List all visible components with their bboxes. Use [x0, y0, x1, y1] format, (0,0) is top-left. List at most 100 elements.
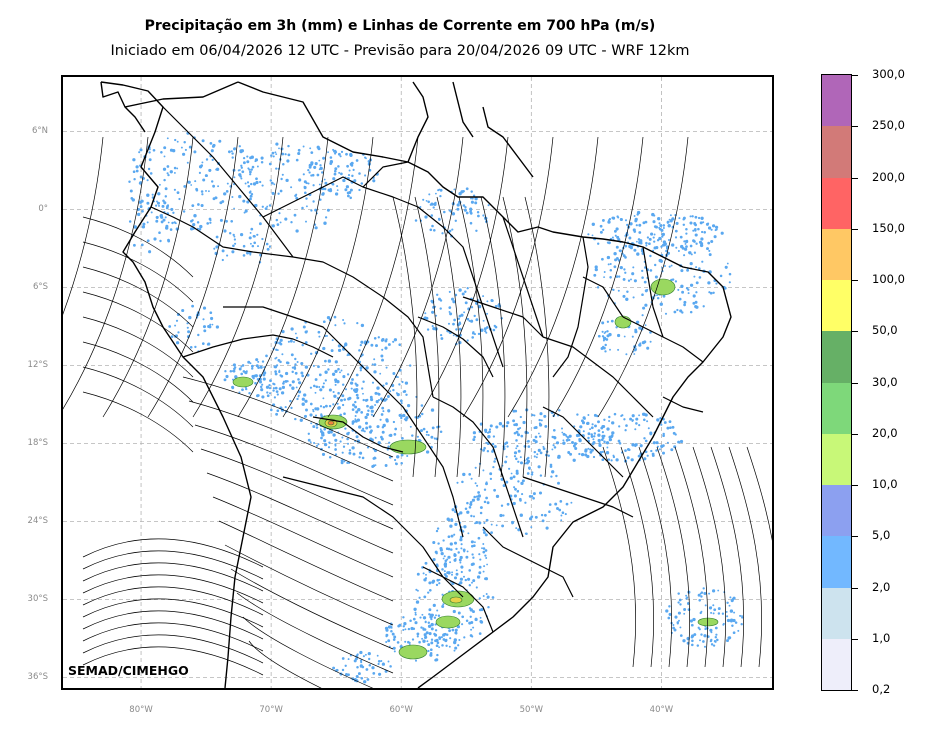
rain-dot	[675, 221, 679, 225]
rain-dot	[146, 239, 150, 243]
rain-dot	[245, 387, 248, 391]
rain-dot	[445, 644, 448, 647]
rain-dot	[452, 322, 455, 326]
rain-dot	[328, 188, 333, 193]
rain-dot	[133, 177, 136, 181]
rain-dot	[261, 237, 264, 241]
rain-dot	[279, 189, 283, 193]
rain-maximum	[327, 420, 335, 426]
rain-dot	[319, 198, 322, 201]
rain-dot	[334, 360, 338, 364]
rain-dot	[298, 178, 302, 182]
rain-dot	[326, 315, 331, 320]
rain-dot	[348, 449, 352, 452]
rain-dot	[360, 676, 364, 680]
rain-dot	[419, 206, 422, 208]
rain-dot	[198, 171, 201, 174]
rain-dot	[594, 424, 597, 428]
rain-dot	[569, 452, 573, 456]
rain-dot	[279, 221, 282, 224]
rain-dot	[649, 254, 652, 258]
rain-dot	[477, 332, 481, 336]
rain-dot	[453, 638, 457, 642]
rain-dot	[160, 220, 164, 224]
rain-dot	[470, 514, 473, 518]
rain-dot	[337, 406, 341, 410]
rain-dot	[322, 346, 326, 351]
rain-dot	[228, 231, 232, 235]
rain-dot	[318, 386, 321, 388]
rain-dot	[636, 240, 638, 243]
rain-dot	[266, 247, 270, 251]
rain-dot	[459, 538, 463, 542]
rain-dot	[614, 258, 618, 262]
rain-dot	[655, 225, 658, 229]
rain-dot	[578, 452, 581, 456]
rain-dot	[241, 170, 245, 174]
rain-dot	[555, 474, 558, 478]
streamline	[392, 196, 418, 478]
rain-dot	[449, 561, 452, 564]
rain-dot	[631, 272, 635, 276]
rain-dot	[620, 415, 623, 417]
rain-dot	[363, 680, 367, 684]
rain-dot	[548, 503, 552, 506]
rain-dot	[153, 237, 157, 241]
rain-dot	[490, 531, 493, 534]
rain-dot	[171, 221, 174, 225]
rain-dot	[464, 507, 468, 511]
rain-dot	[469, 207, 473, 211]
rain-dot	[451, 228, 454, 231]
rain-dot	[314, 414, 318, 417]
rain-dot	[354, 405, 358, 409]
rain-dot	[442, 557, 445, 560]
rain-dot	[593, 432, 597, 435]
rain-dot	[167, 173, 170, 177]
rain-dot	[606, 330, 609, 333]
rain-dot	[478, 608, 482, 612]
lat-label: 0°	[38, 203, 48, 214]
rain-dot	[556, 507, 559, 510]
rain-dot	[261, 395, 265, 399]
rain-dot	[320, 436, 323, 440]
rain-dot	[443, 633, 446, 636]
rain-dot	[269, 379, 272, 383]
rain-dot	[530, 515, 534, 519]
rain-dot	[662, 294, 666, 298]
rain-dot	[372, 179, 376, 183]
rain-dot	[252, 376, 255, 380]
rain-dot	[336, 380, 340, 384]
rain-dot	[615, 227, 619, 231]
rain-dot	[655, 441, 659, 445]
rain-dot	[256, 394, 260, 397]
rain-dot	[693, 251, 697, 254]
rain-dot	[398, 343, 401, 346]
rain-dot	[653, 233, 656, 236]
rain-dot	[130, 197, 134, 200]
rain-dot	[284, 217, 288, 221]
rain-dot	[426, 640, 429, 643]
rain-dot	[663, 244, 666, 247]
rain-dot	[644, 439, 648, 443]
rain-dot	[358, 425, 362, 429]
rain-dot	[489, 472, 493, 476]
rain-dot	[366, 446, 370, 449]
rain-dot	[439, 307, 442, 310]
rain-dot	[378, 399, 380, 401]
rain-dot	[323, 178, 326, 181]
rain-dot	[223, 192, 227, 196]
rain-dot	[703, 231, 706, 234]
rain-dot	[341, 657, 345, 660]
rain-dot	[557, 456, 560, 459]
rain-dot	[482, 570, 485, 573]
rain-dot	[436, 609, 439, 612]
rain-dot	[636, 252, 640, 256]
rain-dot	[312, 184, 315, 187]
rain-dot	[425, 433, 428, 436]
rain-dot	[380, 659, 383, 663]
rain-dot	[487, 605, 490, 609]
rain-dot	[650, 449, 653, 453]
lon-label: 80°W	[129, 705, 153, 715]
rain-dot	[268, 246, 271, 248]
rain-dot	[472, 610, 475, 614]
